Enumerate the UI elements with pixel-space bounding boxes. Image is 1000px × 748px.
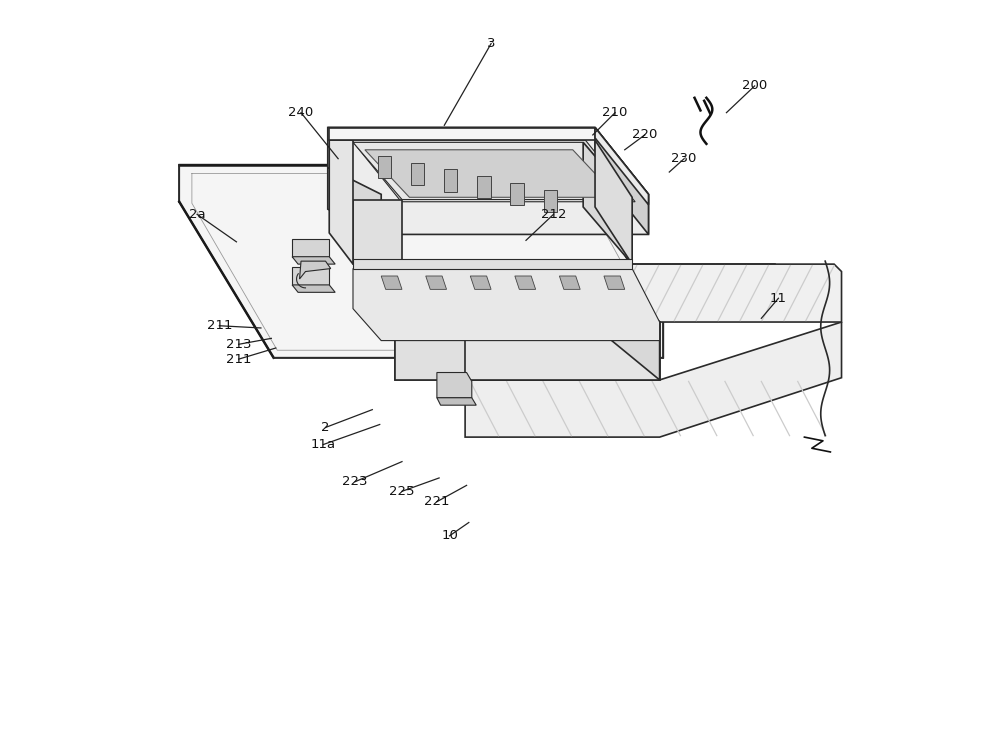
Polygon shape (329, 127, 595, 140)
Polygon shape (381, 276, 402, 289)
Polygon shape (353, 200, 402, 264)
Text: 2: 2 (321, 421, 330, 434)
Text: 11a: 11a (311, 438, 336, 451)
Polygon shape (465, 322, 842, 437)
Polygon shape (328, 168, 381, 234)
Text: 230: 230 (671, 152, 697, 165)
Text: 2a: 2a (189, 208, 205, 221)
Polygon shape (411, 163, 424, 185)
Polygon shape (395, 264, 775, 307)
Text: 10: 10 (441, 530, 458, 542)
Polygon shape (395, 322, 660, 380)
Text: 221: 221 (424, 495, 450, 508)
Text: 210: 210 (602, 106, 628, 119)
Polygon shape (395, 264, 660, 380)
Polygon shape (395, 264, 660, 322)
Polygon shape (353, 259, 632, 269)
Polygon shape (595, 127, 648, 205)
Polygon shape (477, 176, 491, 198)
Polygon shape (426, 276, 447, 289)
Polygon shape (353, 142, 632, 200)
Text: 213: 213 (226, 338, 251, 351)
Text: 11: 11 (770, 292, 787, 304)
Polygon shape (328, 127, 648, 234)
Text: 223: 223 (342, 475, 368, 488)
Polygon shape (444, 170, 457, 191)
Polygon shape (329, 140, 353, 264)
Polygon shape (595, 140, 632, 264)
Polygon shape (395, 322, 465, 380)
Polygon shape (179, 165, 663, 358)
Polygon shape (300, 261, 331, 279)
Text: 211: 211 (226, 352, 251, 366)
Text: 200: 200 (742, 79, 767, 93)
Polygon shape (510, 183, 524, 205)
Text: 220: 220 (632, 129, 657, 141)
Polygon shape (544, 189, 557, 212)
Polygon shape (292, 239, 329, 257)
Polygon shape (378, 156, 391, 178)
Text: 212: 212 (541, 208, 566, 221)
Polygon shape (365, 150, 617, 197)
Polygon shape (604, 276, 625, 289)
Polygon shape (352, 140, 635, 202)
Text: 3: 3 (487, 37, 495, 50)
Text: 211: 211 (207, 319, 232, 332)
Polygon shape (470, 276, 491, 289)
Polygon shape (515, 276, 536, 289)
Polygon shape (353, 269, 660, 340)
Polygon shape (595, 127, 648, 234)
Polygon shape (292, 285, 335, 292)
Polygon shape (589, 264, 842, 322)
Polygon shape (437, 373, 472, 398)
Polygon shape (292, 257, 335, 264)
Polygon shape (292, 267, 329, 285)
Text: 225: 225 (389, 485, 415, 498)
Polygon shape (583, 142, 632, 264)
Polygon shape (437, 398, 476, 405)
Polygon shape (328, 127, 648, 194)
Polygon shape (559, 276, 580, 289)
Polygon shape (589, 264, 660, 380)
Text: 240: 240 (288, 106, 314, 119)
